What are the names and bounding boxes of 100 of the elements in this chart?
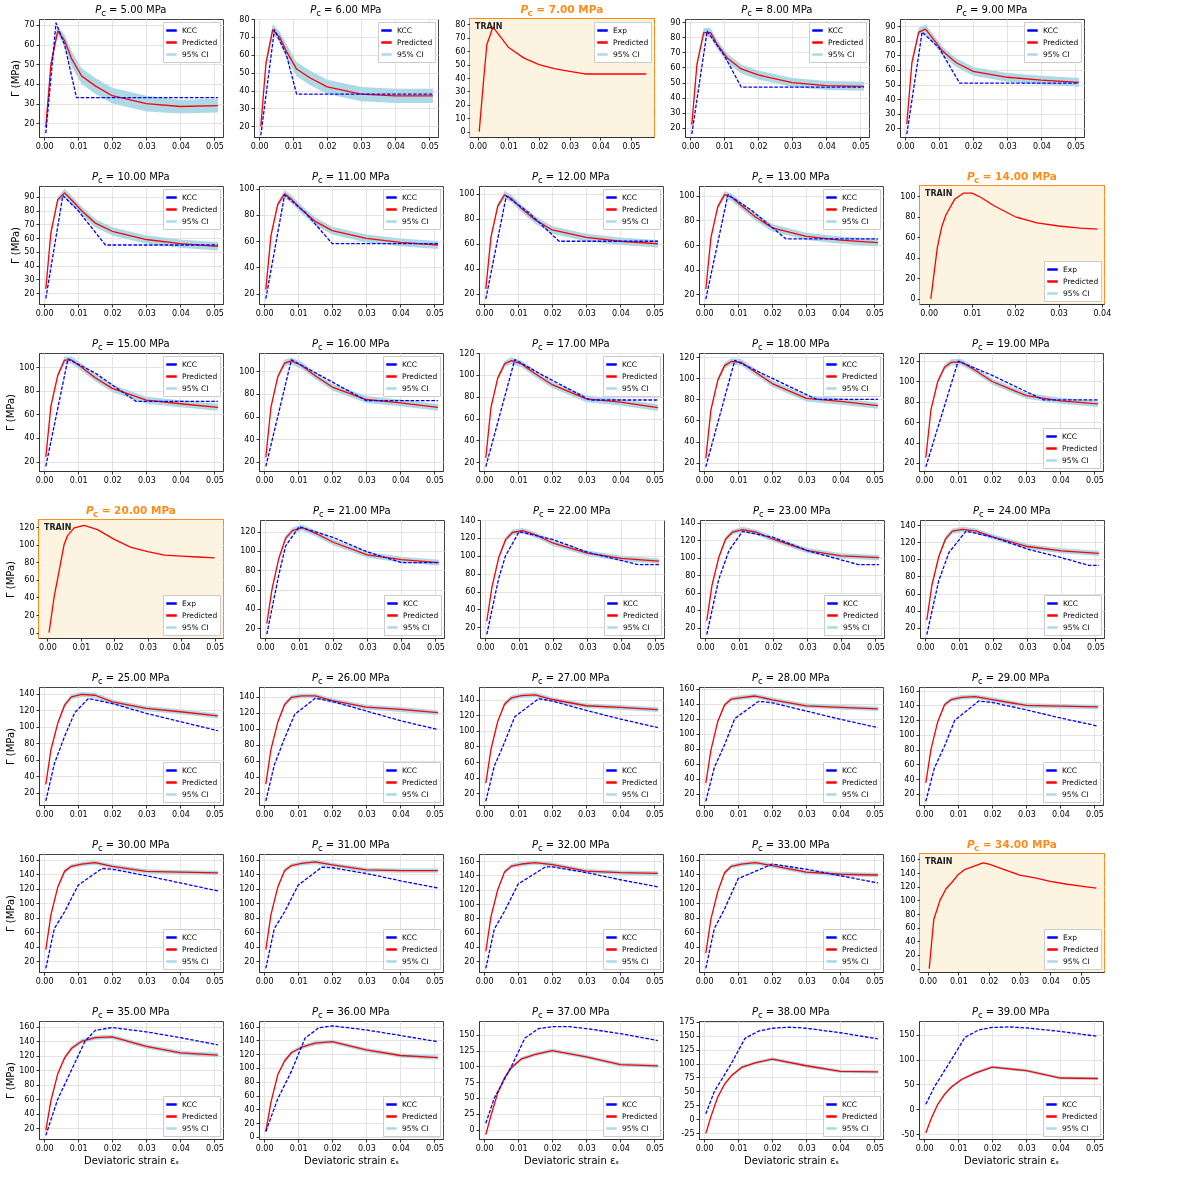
y-tick-label: 20: [464, 788, 475, 798]
y-tick-label: 100: [19, 898, 35, 908]
y-tick-label: 140: [900, 868, 916, 878]
x-tick-label: 0.01: [69, 976, 88, 986]
x-tick-label: 0.05: [866, 475, 884, 485]
y-tick-label: 80: [24, 913, 35, 923]
x-tick-label: 0.03: [137, 976, 156, 986]
x-tick-label: 0.00: [695, 308, 714, 318]
x-tick-label: 0.05: [1086, 809, 1104, 819]
x-tick-label: 0.02: [105, 642, 124, 652]
y-tick-label: 60: [464, 239, 475, 249]
x-tick-label: 0.00: [35, 475, 54, 485]
x-tick-label: 0.00: [695, 809, 714, 819]
x-tick-label: 0.05: [646, 809, 664, 819]
x-tick-label: 0.04: [612, 1143, 630, 1153]
y-tick-label: 50: [464, 1093, 475, 1103]
x-tick-label: 0.01: [730, 642, 749, 652]
x-tick-label: 0.03: [577, 308, 596, 318]
y-tick-label: 40: [904, 774, 915, 784]
x-tick-label: 0.03: [561, 141, 580, 151]
x-tick-label: 0.03: [783, 141, 802, 151]
x-tick-label: 0.04: [392, 976, 410, 986]
y-tick-label: 0: [469, 1125, 475, 1135]
y-tick-label: 80: [904, 397, 915, 407]
x-tick-label: 0.01: [729, 475, 748, 485]
x-tick-label: 0.01: [289, 976, 308, 986]
x-tick-label: 0.03: [797, 809, 816, 819]
x-tick-label: 0.03: [137, 308, 156, 318]
y-tick-label: 160: [679, 855, 695, 865]
y-tick-label: 40: [905, 936, 916, 946]
y-tick-label: 40: [685, 605, 696, 615]
x-tick-label: 0.03: [357, 308, 376, 318]
y-tick-label: 90: [24, 192, 35, 202]
y-tick-label: 80: [465, 569, 476, 579]
y-tick-label: 80: [244, 210, 255, 220]
annotation: TRAIN: [475, 22, 503, 31]
x-tick-label: 0.04: [392, 475, 410, 485]
y-tick-label: 50: [24, 247, 35, 257]
y-tick-label: 20: [24, 118, 35, 128]
y-tick-label: 100: [899, 376, 915, 386]
y-tick-label: 20: [24, 1123, 35, 1133]
y-tick-label: 40: [244, 1104, 255, 1114]
y-tick-label: 25: [684, 1100, 695, 1110]
y-tick-label: 120: [679, 884, 695, 894]
y-tick-label: 40: [670, 93, 681, 103]
y-tick-label: 160: [899, 686, 915, 696]
y-tick-label: 120: [899, 715, 915, 725]
y-tick-label: 100: [900, 554, 916, 564]
y-tick-label: 120: [459, 885, 475, 895]
y-tick-label: 120: [19, 705, 35, 715]
y-tick-label: 40: [465, 604, 476, 614]
y-tick-label: 60: [24, 409, 35, 419]
y-tick-label: 120: [680, 535, 696, 545]
y-tick-label: 120: [679, 352, 695, 362]
y-tick-label: 140: [680, 518, 696, 528]
y-tick-label: 60: [905, 923, 916, 933]
y-tick-label: 20: [24, 956, 35, 966]
y-tick-label: 100: [19, 1065, 35, 1075]
y-tick-label: 160: [900, 854, 916, 864]
y-tick-label: 50: [455, 60, 466, 70]
y-tick-label: 120: [19, 522, 35, 532]
y-tick-label: 40: [455, 73, 466, 83]
x-tick-label: 0.02: [103, 976, 122, 986]
y-tick-label: 0: [460, 127, 466, 137]
x-tick-label: 0.02: [103, 475, 122, 485]
x-tick-label: 0.00: [255, 809, 274, 819]
y-axis-title: Γ (MPa): [5, 393, 17, 431]
x-tick-label: 0.04: [612, 308, 630, 318]
x-tick-label: 0.05: [646, 1143, 664, 1153]
y-tick-label: 40: [24, 433, 35, 443]
x-tick-label: 0.01: [290, 642, 309, 652]
x-tick-label: 0.05: [646, 475, 664, 485]
y-tick-label: 80: [885, 36, 896, 46]
y-tick-label: 80: [684, 394, 695, 404]
y-tick-label: 40: [464, 942, 475, 952]
y-tick-label: 30: [455, 86, 466, 96]
y-tick-label: 50: [24, 59, 35, 69]
y-tick-label: 80: [24, 206, 35, 216]
x-tick-label: 0.03: [797, 308, 816, 318]
x-tick-label: 0.02: [543, 809, 562, 819]
x-tick-label: 0.03: [137, 475, 156, 485]
y-tick-label: 60: [905, 232, 916, 242]
y-tick-label: 120: [239, 1049, 255, 1059]
y-tick-label: 20: [905, 273, 916, 283]
y-tick-label: 120: [19, 1051, 35, 1061]
x-tick-label: 0.02: [544, 642, 563, 652]
x-tick-label: 0.03: [137, 809, 156, 819]
x-tick-label: 0.01: [509, 809, 528, 819]
x-tick-label: 0.05: [206, 141, 224, 151]
x-tick-label: 0.03: [1050, 308, 1068, 318]
y-tick-label: 80: [905, 212, 916, 222]
y-tick-label: 50: [904, 1079, 915, 1089]
y-tick-label: 120: [899, 356, 915, 366]
x-tick-label: 0.00: [475, 308, 494, 318]
y-tick-label: 40: [24, 942, 35, 952]
x-tick-label: 0.04: [613, 642, 631, 652]
y-tick-label: 80: [670, 32, 681, 42]
x-tick-label: 0.00: [469, 141, 488, 151]
y-tick-label: 140: [679, 869, 695, 879]
y-axis-title: Γ (MPa): [5, 560, 17, 598]
